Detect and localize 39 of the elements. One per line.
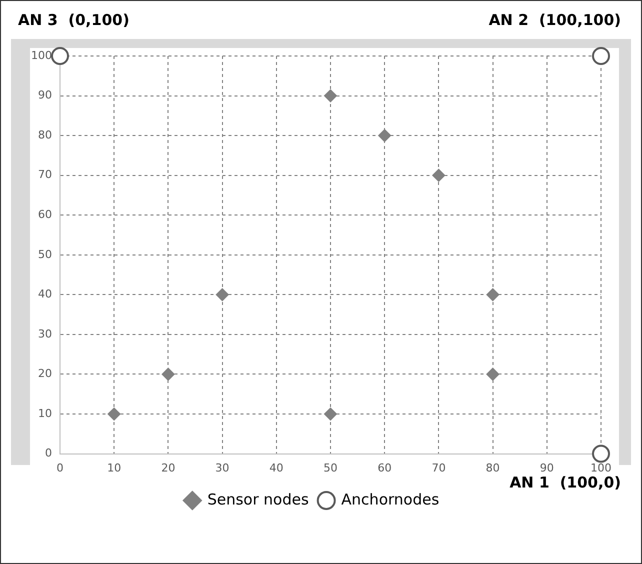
y-tick-label: 40 <box>38 288 52 301</box>
text: AN 3 (0,100) <box>18 10 130 29</box>
point <box>324 89 337 102</box>
point <box>108 408 121 421</box>
text: AN 1 (100,0) <box>510 474 621 492</box>
point <box>432 168 446 182</box>
y-tick-label: 0 <box>44 446 52 460</box>
y-tick-label: 60 <box>38 208 52 221</box>
x-tick-label: 80 <box>486 461 500 474</box>
x-tick-label: 90 <box>540 461 554 474</box>
x-tick-label: 10 <box>107 461 122 474</box>
point <box>162 368 175 381</box>
legend-label: Anchornodes <box>341 490 440 508</box>
legend-label: Sensor nodes <box>207 490 309 508</box>
point <box>592 444 610 463</box>
y-tick-label: 10 <box>38 406 52 420</box>
text: AN 2 (100,100) <box>488 10 621 29</box>
x-tick-label: 30 <box>215 461 230 474</box>
y-tick-label: 80 <box>38 128 52 142</box>
y-tick-label: 70 <box>38 168 52 182</box>
x-tick-label: 100 <box>590 461 612 474</box>
point <box>324 408 337 421</box>
point <box>50 47 69 65</box>
point <box>216 288 229 302</box>
y-tick-label: 50 <box>38 248 52 261</box>
x-tick-label: 0 <box>56 461 64 474</box>
x-tick-label: 20 <box>161 461 176 474</box>
x-tick-label: 50 <box>324 461 338 474</box>
x-tick-label: 60 <box>378 461 392 474</box>
y-tick-label: 100 <box>30 48 52 62</box>
point <box>486 288 500 302</box>
point <box>378 129 392 142</box>
point <box>592 47 610 65</box>
y-tick-label: 90 <box>38 88 52 102</box>
y-tick-label: 30 <box>38 327 52 340</box>
x-tick-label: 40 <box>269 461 284 474</box>
y-tick-label: 20 <box>38 367 52 380</box>
point <box>486 368 500 381</box>
x-tick-label: 70 <box>432 461 446 474</box>
